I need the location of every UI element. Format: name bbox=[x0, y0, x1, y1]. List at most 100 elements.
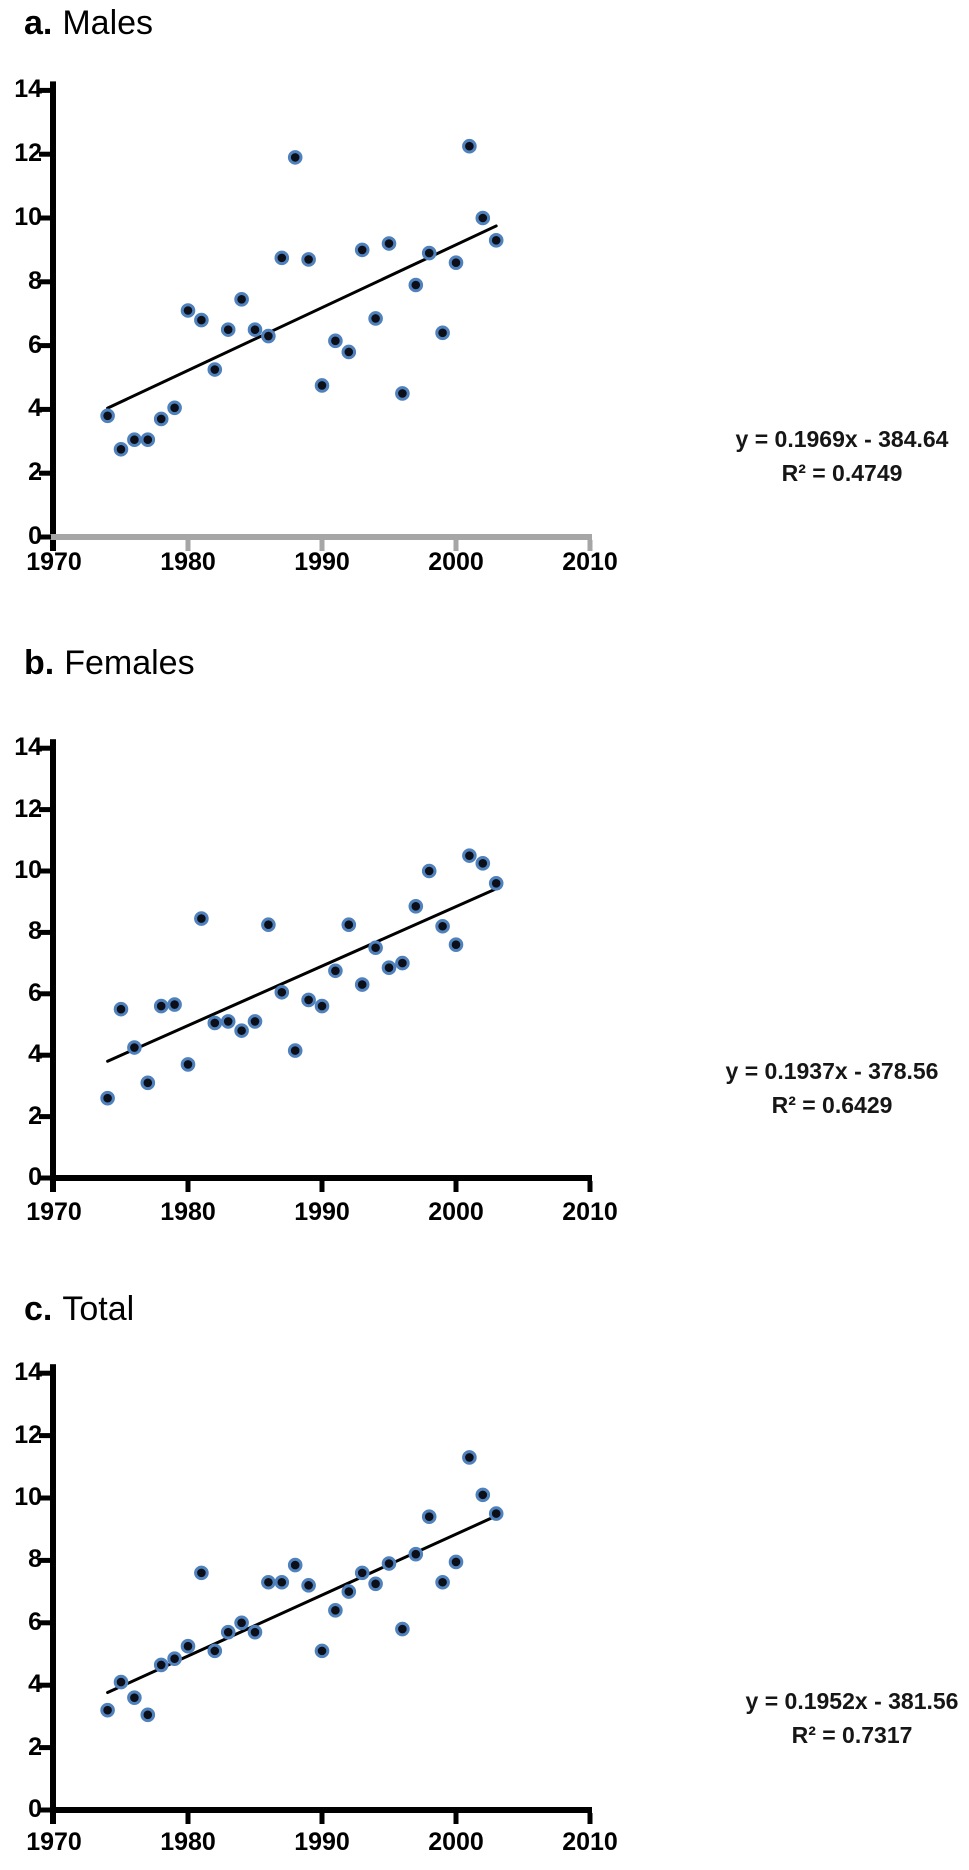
scatter-point bbox=[354, 242, 370, 258]
panel-c-r2-line: R² = 0.7317 bbox=[791, 1722, 913, 1748]
x-tick bbox=[453, 540, 459, 551]
scatter-point bbox=[180, 1057, 196, 1072]
y-tick-label: 10 bbox=[14, 1483, 42, 1511]
x-tick-label: 2010 bbox=[562, 548, 618, 576]
x-tick bbox=[319, 540, 325, 551]
scatter-point bbox=[247, 1624, 263, 1640]
scatter-point bbox=[127, 432, 142, 448]
panel-c-title-text: Total bbox=[62, 1290, 135, 1328]
scatter-point bbox=[140, 432, 156, 448]
y-tick-label: 14 bbox=[14, 75, 42, 104]
scatter-point bbox=[167, 997, 182, 1012]
y-tick bbox=[39, 1682, 51, 1688]
scatter-point bbox=[247, 322, 263, 337]
y-tick-label: 4 bbox=[28, 1670, 42, 1699]
scatter-point bbox=[113, 1001, 129, 1017]
y-tick bbox=[39, 470, 51, 476]
y-tick-label: 6 bbox=[28, 978, 42, 1007]
scatter-point bbox=[287, 150, 303, 165]
x-tick-label: 1970 bbox=[26, 548, 82, 576]
scatter-point bbox=[113, 441, 129, 457]
scatter-point bbox=[462, 138, 477, 154]
y-tick bbox=[39, 991, 51, 997]
scatter-point bbox=[328, 333, 343, 349]
y-tick bbox=[39, 1495, 51, 1501]
scatter-point bbox=[234, 1023, 249, 1038]
x-axis bbox=[50, 534, 592, 540]
scatter-point bbox=[354, 1565, 370, 1581]
y-tick-label: 6 bbox=[28, 1607, 42, 1636]
scatter-point bbox=[220, 1014, 236, 1029]
scatter-point bbox=[127, 1040, 142, 1055]
y-tick-label: 14 bbox=[14, 733, 42, 762]
y-tick bbox=[39, 807, 51, 813]
x-tick bbox=[587, 540, 593, 551]
scatter-point bbox=[301, 1578, 316, 1593]
scatter-point bbox=[462, 1450, 477, 1465]
x-tick bbox=[453, 1181, 459, 1192]
scatter-point bbox=[207, 1643, 223, 1659]
scatter-point bbox=[220, 322, 236, 337]
x-axis bbox=[50, 1175, 592, 1181]
y-tick bbox=[39, 279, 51, 285]
scatter-point bbox=[113, 1674, 129, 1690]
panel-b-title: b. Females bbox=[24, 644, 195, 683]
scatter-point bbox=[395, 1621, 410, 1637]
panel-c-title-prefix: c. bbox=[24, 1290, 53, 1328]
y-tick-label: 4 bbox=[28, 1040, 42, 1069]
y-tick bbox=[39, 406, 51, 412]
scatter-point bbox=[167, 400, 182, 416]
y-tick bbox=[39, 1557, 51, 1563]
scatter-point bbox=[194, 312, 209, 328]
y-tick bbox=[39, 745, 51, 751]
scatter-point bbox=[274, 1574, 290, 1590]
scatter-point bbox=[435, 325, 450, 341]
x-tick-label: 2000 bbox=[428, 548, 484, 576]
scatter-point bbox=[395, 386, 410, 401]
scatter-point bbox=[167, 1651, 182, 1666]
scatter-point bbox=[341, 917, 357, 933]
y-tick-label: 2 bbox=[28, 458, 42, 487]
x-tick-label: 2000 bbox=[428, 1198, 484, 1226]
scatter-point bbox=[100, 1090, 115, 1106]
scatter-point bbox=[328, 963, 343, 979]
scatter-point bbox=[488, 233, 504, 248]
y-tick bbox=[39, 1052, 51, 1058]
panel-b-title-prefix: b. bbox=[24, 644, 55, 682]
y-tick bbox=[39, 87, 51, 93]
x-tick-label: 1970 bbox=[26, 1198, 82, 1226]
scatter-point bbox=[194, 911, 209, 926]
scatter-point bbox=[180, 1638, 196, 1654]
scatter-point bbox=[287, 1043, 303, 1058]
scatter-point bbox=[220, 1624, 236, 1640]
scatter-point bbox=[194, 1565, 209, 1581]
scatter-point bbox=[261, 328, 276, 344]
y-tick-label: 0 bbox=[28, 522, 42, 550]
y-tick bbox=[39, 1370, 51, 1376]
x-tick-label: 1990 bbox=[294, 1828, 350, 1856]
scatter-point bbox=[314, 1643, 330, 1659]
scatter-point bbox=[261, 1574, 276, 1590]
scatter-point bbox=[421, 1509, 437, 1525]
scatter-point bbox=[488, 1506, 504, 1521]
panel-a-equation: y = 0.1969x - 384.64 R² = 0.4749 bbox=[692, 422, 969, 490]
y-axis bbox=[50, 739, 56, 1192]
panel-a-title: a. Males bbox=[24, 4, 153, 43]
scatter-point bbox=[448, 1554, 464, 1570]
x-tick-label: 1980 bbox=[160, 1198, 216, 1226]
y-tick bbox=[39, 215, 51, 221]
y-tick-label: 2 bbox=[28, 1732, 42, 1761]
scatter-point bbox=[234, 1615, 249, 1631]
x-tick bbox=[587, 1181, 593, 1192]
x-tick-label: 1990 bbox=[294, 1198, 350, 1226]
x-tick bbox=[319, 1181, 325, 1192]
x-tick bbox=[185, 1181, 191, 1192]
scatter-point bbox=[100, 1702, 115, 1718]
scatter-point bbox=[328, 1603, 343, 1618]
x-tick-label: 2010 bbox=[562, 1198, 618, 1226]
scatter-point bbox=[448, 255, 464, 270]
scatter-point bbox=[153, 1657, 169, 1673]
y-tick-label: 0 bbox=[28, 1163, 42, 1191]
y-tick bbox=[39, 1175, 51, 1181]
